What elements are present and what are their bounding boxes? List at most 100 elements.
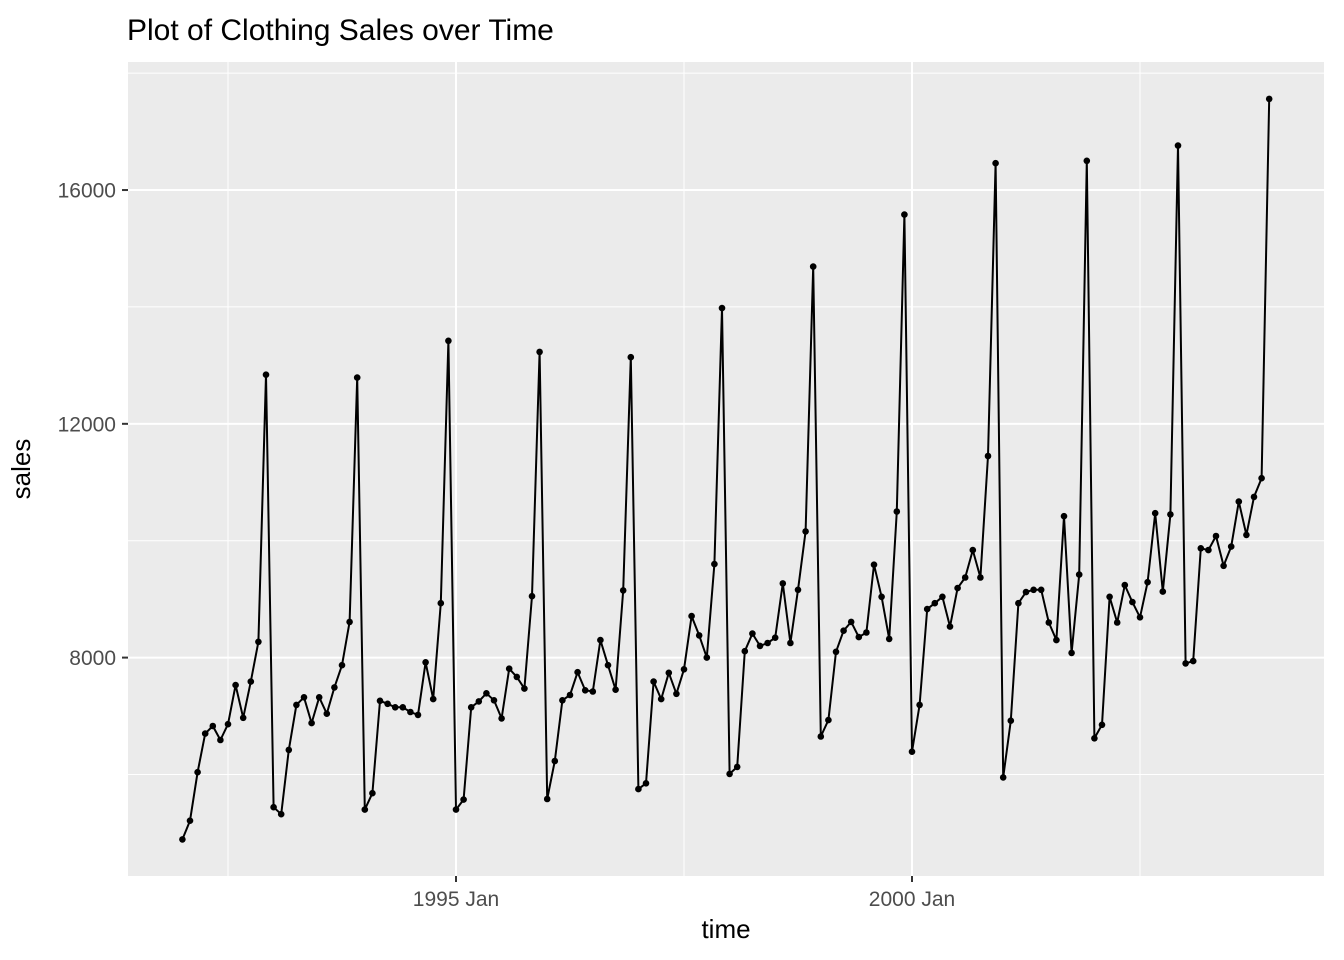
data-point — [498, 715, 505, 722]
data-point — [566, 691, 574, 699]
data-point — [977, 574, 984, 581]
y-tick-label: 16000 — [58, 180, 116, 203]
data-point — [893, 508, 901, 515]
data-point — [270, 803, 277, 811]
plot-panel — [128, 62, 1324, 876]
data-point — [604, 661, 612, 669]
data-point — [749, 630, 756, 637]
data-point — [194, 768, 201, 776]
data-point — [277, 810, 285, 818]
data-point — [331, 684, 338, 691]
data-point — [794, 586, 802, 594]
data-point — [353, 374, 361, 381]
data-point — [1265, 95, 1273, 103]
data-point — [946, 623, 954, 630]
data-point — [733, 763, 741, 771]
data-point — [665, 669, 673, 677]
data-point — [1197, 545, 1205, 552]
data-point — [787, 639, 794, 647]
data-point — [293, 701, 300, 709]
data-point — [1106, 593, 1113, 601]
data-point — [825, 716, 832, 724]
y-axis-title: sales — [6, 439, 36, 500]
data-point — [1159, 588, 1167, 595]
data-point — [217, 736, 224, 744]
data-point — [878, 593, 885, 601]
data-point — [346, 618, 353, 626]
data-point — [224, 720, 232, 728]
data-point — [1015, 599, 1022, 607]
data-point — [391, 704, 399, 711]
data-point — [179, 836, 186, 843]
data-point — [209, 722, 217, 730]
data-point — [863, 629, 870, 636]
data-point — [1174, 142, 1182, 149]
data-point — [885, 635, 893, 643]
data-point — [323, 710, 331, 717]
data-point — [1189, 657, 1197, 665]
data-point — [1083, 157, 1091, 165]
data-point — [475, 698, 483, 705]
y-tick-label: 12000 — [58, 413, 116, 436]
data-point — [619, 587, 627, 594]
data-point — [612, 686, 619, 693]
data-point — [445, 337, 452, 345]
data-point — [1022, 588, 1030, 596]
axis-ticks — [122, 189, 913, 882]
data-point — [1144, 578, 1151, 586]
data-point — [407, 708, 414, 716]
data-point — [460, 796, 467, 803]
data-point — [764, 639, 771, 647]
data-point — [232, 681, 239, 689]
panel-background — [128, 62, 1324, 876]
data-point — [961, 574, 969, 581]
data-point — [1091, 735, 1098, 742]
data-point — [855, 633, 863, 641]
data-point — [969, 546, 977, 554]
data-point — [414, 711, 422, 719]
data-point — [308, 719, 315, 727]
data-point — [832, 648, 840, 656]
data-point — [1205, 546, 1212, 554]
data-point — [186, 817, 194, 824]
data-point — [992, 159, 999, 167]
x-axis-title: time — [701, 914, 750, 944]
data-point — [1243, 531, 1250, 539]
data-point — [589, 688, 597, 695]
data-point — [452, 806, 460, 813]
data-point — [536, 348, 543, 356]
data-point — [771, 634, 779, 641]
data-point — [802, 528, 809, 535]
chart-title: Plot of Clothing Sales over Time — [127, 14, 554, 47]
data-point — [756, 642, 764, 650]
data-point — [1045, 619, 1053, 626]
data-point — [505, 665, 513, 672]
data-point — [908, 748, 916, 755]
data-point — [923, 605, 931, 613]
data-point — [741, 647, 749, 655]
data-point — [840, 627, 847, 634]
data-point — [1212, 532, 1220, 540]
x-tick-label: 1995 Jan — [413, 888, 499, 911]
data-point — [201, 730, 209, 737]
data-point — [1182, 660, 1189, 667]
data-point — [703, 654, 711, 661]
data-series — [179, 95, 1273, 843]
data-point — [262, 371, 270, 379]
data-point — [300, 694, 308, 701]
data-point — [1068, 649, 1075, 657]
data-point — [1037, 586, 1045, 594]
data-point — [285, 746, 293, 754]
data-point — [255, 638, 262, 646]
data-point — [429, 695, 437, 703]
data-point — [543, 795, 551, 803]
series-line — [181, 98, 1271, 840]
data-point — [1129, 598, 1136, 606]
data-point — [239, 714, 247, 722]
data-point — [369, 789, 376, 797]
data-point — [1220, 562, 1227, 570]
data-point — [483, 690, 490, 697]
data-point — [1151, 509, 1159, 517]
data-point — [315, 694, 323, 701]
